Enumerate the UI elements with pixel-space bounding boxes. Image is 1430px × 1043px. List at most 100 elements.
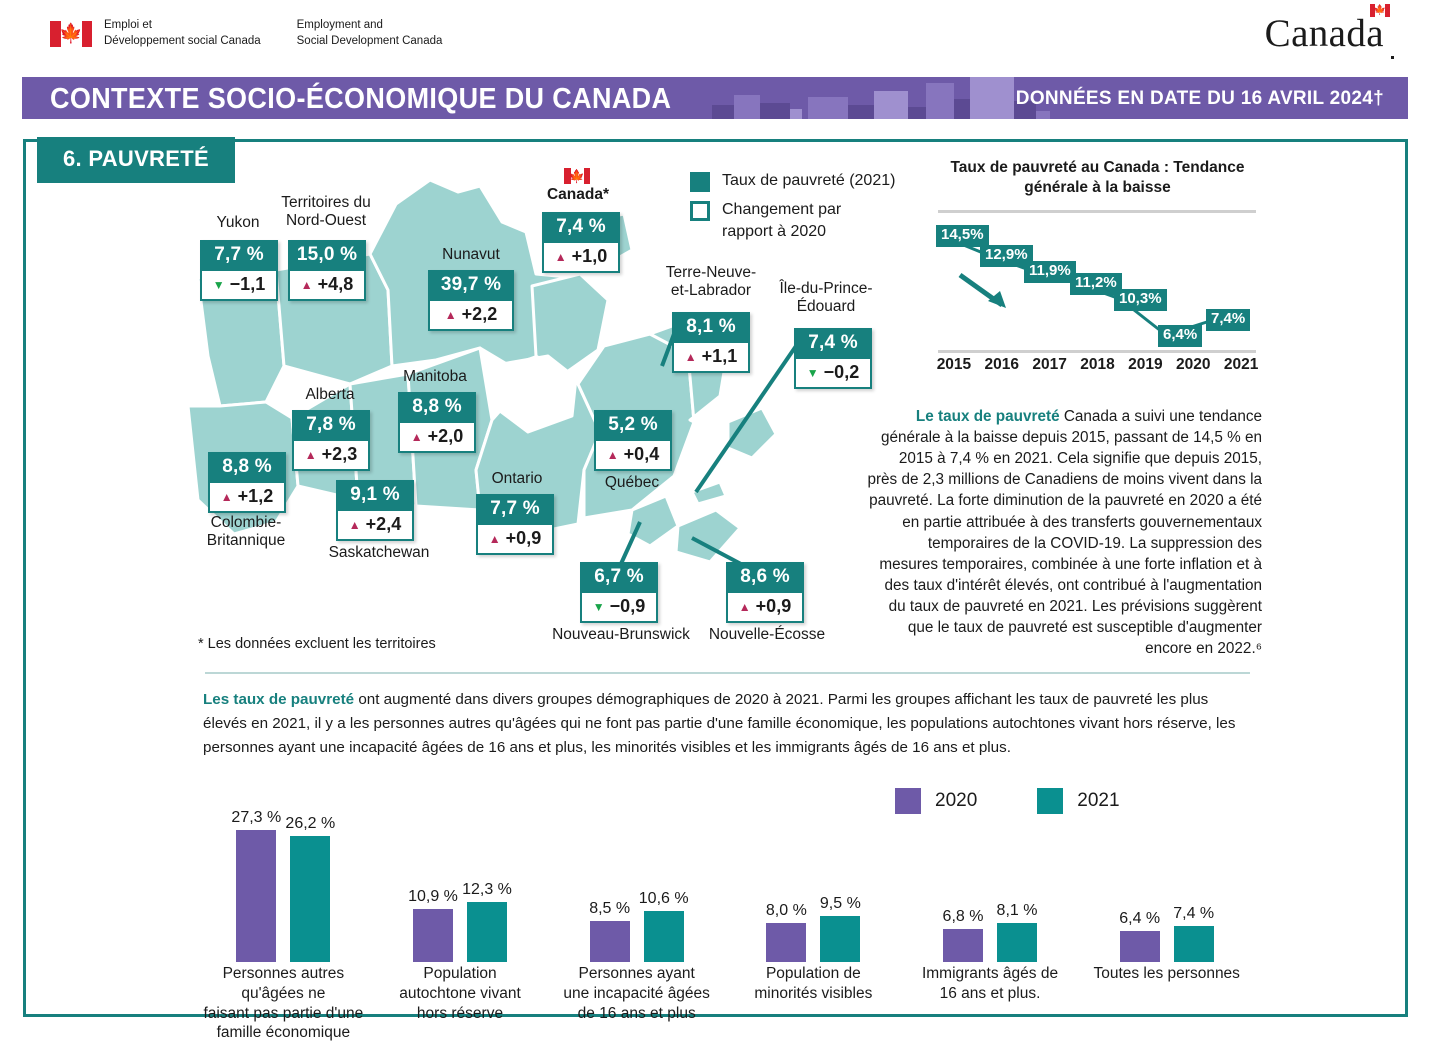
rate-value: 8,1 % bbox=[672, 312, 750, 343]
paragraph-lead: Le taux de pauvreté bbox=[915, 408, 1060, 425]
map-value-ontario: 7,7 % ▲ +0,9 bbox=[476, 494, 554, 555]
bar-chart-legend: 2020 2021 bbox=[895, 788, 1120, 814]
trend-tick-2016: 2016 bbox=[984, 356, 1020, 373]
map-label-bc: Colombie- Britannique bbox=[206, 514, 286, 549]
title-banner bbox=[22, 77, 1408, 119]
change-value: ▲ +2,4 bbox=[336, 511, 414, 541]
legend-item-2021: 2021 bbox=[1037, 788, 1120, 814]
bar-value-label: 6,8 % bbox=[942, 908, 984, 925]
bar-value-label: 8,0 % bbox=[765, 902, 807, 919]
change-value: ▲ +0,9 bbox=[726, 593, 804, 623]
map-legend: Taux de pauvreté (2021) Changement par r… bbox=[690, 170, 895, 249]
bar-value-label: 8,1 % bbox=[996, 902, 1038, 919]
trend-tick-2017: 2017 bbox=[1032, 356, 1067, 373]
bar-2020: 27,3 % bbox=[231, 809, 281, 962]
bar-2021: 7,4 % bbox=[1173, 905, 1214, 962]
arrow-up-icon: ▲ bbox=[444, 307, 457, 322]
trend-tick-2019: 2019 bbox=[1128, 356, 1163, 373]
rate-value: 9,1 % bbox=[336, 480, 414, 511]
canada-wordmark-text: Canada bbox=[1264, 12, 1384, 55]
legend-swatch-filled-icon bbox=[690, 172, 710, 192]
bar-2021: 8,1 % bbox=[997, 902, 1037, 962]
wordmark-flag-icon: 🍁 bbox=[1370, 4, 1390, 17]
trend-tick-2018: 2018 bbox=[1080, 356, 1115, 373]
cityscape-graphic bbox=[712, 77, 1072, 119]
banner-date: DONNÉES EN DATE DU 16 AVRIL 2024† bbox=[1015, 88, 1384, 109]
map-label-canada: Canada* bbox=[546, 186, 610, 203]
arrow-up-icon: ▲ bbox=[488, 531, 501, 546]
change-value: ▲ +0,9 bbox=[476, 525, 554, 555]
trend-point-2021: 7,4% bbox=[1206, 309, 1251, 331]
trend-x-axis: 2015 2016 2017 2018 2019 2020 2021 bbox=[930, 356, 1265, 374]
wordmark-dot bbox=[1391, 56, 1394, 59]
change-value: ▲ +2,3 bbox=[292, 441, 370, 471]
section-title: 6. PAUVRETÉ bbox=[37, 137, 235, 183]
arrow-up-icon: ▲ bbox=[410, 429, 423, 444]
map-value-ns: 8,6 % ▲ +0,9 bbox=[726, 562, 804, 623]
trend-chart-title: Taux de pauvreté au Canada : Tendance gé… bbox=[950, 159, 1245, 197]
arrow-down-icon: ▼ bbox=[592, 599, 605, 614]
demographic-description-paragraph: Les taux de pauvreté ont augmenté dans d… bbox=[203, 688, 1248, 760]
map-value-saskatchewan: 9,1 % ▲ +2,4 bbox=[336, 480, 414, 541]
change-value: ▲ +4,8 bbox=[288, 271, 366, 301]
rate-value: 5,2 % bbox=[594, 410, 672, 441]
bar-2020: 6,8 % bbox=[943, 908, 983, 962]
change-value: ▲ +2,0 bbox=[398, 423, 476, 453]
signature-french: Emploi et Développement social Canada bbox=[104, 18, 261, 49]
change-value: ▲ +2,2 bbox=[428, 301, 514, 331]
bar-value-label: 12,3 % bbox=[462, 881, 512, 898]
map-value-newfoundland: 8,1 % ▲ +1,1 bbox=[672, 312, 750, 373]
map-label-alberta: Alberta bbox=[305, 386, 355, 403]
arrow-up-icon: ▲ bbox=[300, 277, 313, 292]
signature-en-line2: Social Development Canada bbox=[296, 34, 443, 47]
legend-item-change: Changement par rapport à 2020 bbox=[690, 199, 895, 242]
map-label-manitoba: Manitoba bbox=[403, 368, 467, 385]
bar-2021: 10,6 % bbox=[639, 890, 689, 962]
change-value: ▲ +1,1 bbox=[672, 343, 750, 373]
trend-rule-bottom bbox=[938, 350, 1256, 353]
legend-change-label: Changement par rapport à 2020 bbox=[722, 201, 842, 240]
paragraph-lead: Les taux de pauvreté bbox=[203, 691, 355, 708]
legend-swatch-outline-icon bbox=[690, 201, 710, 221]
legend-rate-label: Taux de pauvreté (2021) bbox=[722, 172, 896, 189]
bar-2020: 8,5 % bbox=[589, 900, 630, 962]
map-value-nb: 6,7 % ▼ −0,9 bbox=[580, 562, 658, 623]
rate-value: 8,6 % bbox=[726, 562, 804, 593]
legend-label-2021: 2021 bbox=[1077, 790, 1120, 811]
signature-english: Employment and Social Development Canada bbox=[297, 18, 443, 49]
rate-value: 8,8 % bbox=[398, 392, 476, 423]
arrow-up-icon: ▲ bbox=[738, 599, 751, 614]
section-divider bbox=[205, 672, 1250, 674]
bar-value-label: 27,3 % bbox=[231, 809, 282, 826]
map-label-nb: Nouveau-Brunswick bbox=[552, 626, 690, 643]
signature-fr-line2: Développement social Canada bbox=[104, 34, 261, 47]
bar-value-label: 9,5 % bbox=[819, 895, 861, 912]
banner-title: CONTEXTE SOCIO-ÉCONOMIQUE DU CANADA bbox=[50, 83, 672, 115]
bar-group-label: Population autochtone vivant hors réserv… bbox=[399, 965, 521, 1022]
map-value-nunavut: 39,7 % ▲ +2,2 bbox=[428, 270, 514, 331]
map-value-manitoba: 8,8 % ▲ +2,0 bbox=[398, 392, 476, 453]
canada-wordmark: Canada 🍁 bbox=[1264, 4, 1390, 55]
trend-rule-top bbox=[938, 210, 1256, 213]
rate-value: 39,7 % bbox=[428, 270, 514, 301]
signature-en-line1: Employment and bbox=[296, 19, 383, 31]
change-value: ▲ +0,4 bbox=[594, 441, 672, 471]
trend-tick-2020: 2020 bbox=[1175, 356, 1211, 373]
bar-groups: 27,3 % 26,2 % Personnes autres qu'âgées … bbox=[195, 780, 1255, 1042]
bar-group-label: Personnes autres qu'âgées ne faisant pas… bbox=[203, 965, 364, 1042]
rate-value: 6,7 % bbox=[580, 562, 658, 593]
legend-label-2020: 2020 bbox=[935, 790, 978, 811]
map-value-yukon: 7,7 % ▼ −1,1 bbox=[200, 240, 278, 301]
bar-value-label: 7,4 % bbox=[1173, 905, 1215, 922]
change-value: ▼ −0,2 bbox=[794, 359, 872, 389]
trend-tick-2015: 2015 bbox=[936, 356, 972, 373]
map-value-canada: 7,4 % ▲ +1,0 bbox=[542, 212, 620, 273]
trend-point-2016: 12,9% bbox=[980, 245, 1033, 267]
signature-fr-line1: Emploi et bbox=[104, 19, 152, 31]
map-footnote: * Les données excluent les territoires bbox=[198, 636, 436, 652]
bar-2020: 10,9 % bbox=[408, 888, 458, 962]
poverty-trend-chart: Taux de pauvreté au Canada : Tendance gé… bbox=[930, 158, 1265, 388]
trend-point-2020: 6,4% bbox=[1158, 325, 1203, 347]
trend-plot: 14,5% 12,9% 11,9% 11,2% 10,3% 6,4% 7,4% bbox=[930, 213, 1265, 353]
